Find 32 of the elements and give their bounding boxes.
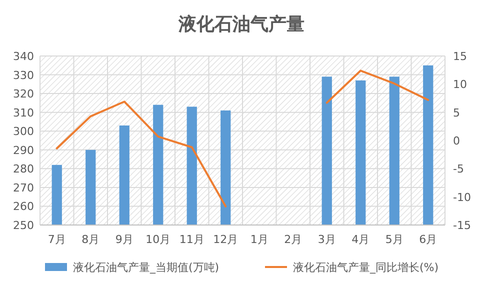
y-tick-label: 270 xyxy=(13,181,34,194)
x-tick-label: 7月 xyxy=(48,233,66,246)
legend-label: 液化石油气产量_同比增长(%) xyxy=(293,261,439,274)
y2-tick-label: 15 xyxy=(453,50,467,63)
x-tick-label: 12月 xyxy=(213,233,238,246)
x-tick-label: 8月 xyxy=(82,233,100,246)
y2-tick-label: 5 xyxy=(453,106,460,120)
x-tick-label: 2月 xyxy=(284,233,302,246)
y-tick-label: 250 xyxy=(13,219,34,232)
y-tick-label: 310 xyxy=(13,106,34,120)
y-tick-label: 260 xyxy=(13,200,34,214)
x-tick-label: 4月 xyxy=(352,233,370,246)
chart-title: 液化石油气产量 xyxy=(178,14,304,35)
x-tick-label: 3月 xyxy=(318,233,336,246)
legend-label: 液化石油气产量_当期值(万吨) xyxy=(73,261,220,274)
x-tick-label: 9月 xyxy=(115,233,134,246)
x-tick-label: 11月 xyxy=(179,233,204,246)
y-tick-label: 300 xyxy=(13,125,34,138)
x-tick-label: 5月 xyxy=(385,233,404,246)
y-tick-label: 290 xyxy=(13,144,34,157)
y2-tick-label: -10 xyxy=(453,190,471,204)
y-tick-label: 340 xyxy=(13,50,34,63)
y2-tick-label: -5 xyxy=(453,162,464,176)
x-tick-label: 1月 xyxy=(250,233,268,246)
x-tick-label: 6月 xyxy=(419,233,438,246)
y-tick-label: 280 xyxy=(13,162,34,176)
y-tick-label: 330 xyxy=(13,68,34,82)
y2-tick-label: 10 xyxy=(453,78,467,92)
y-tick-label: 320 xyxy=(13,88,34,101)
y2-tick-label: 0 xyxy=(453,134,460,148)
y2-tick-label: -15 xyxy=(453,219,471,232)
x-tick-label: 10月 xyxy=(146,233,171,246)
